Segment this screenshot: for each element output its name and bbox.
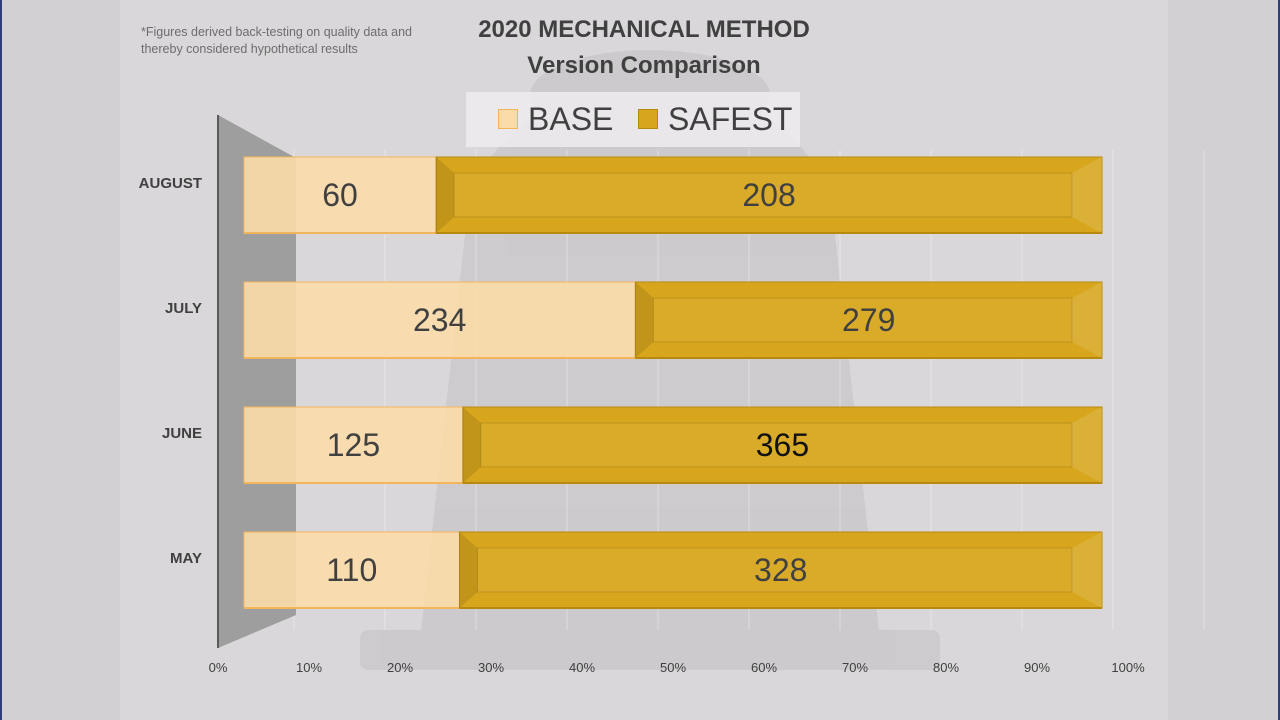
bar-safest-bevel-end [1072,157,1102,233]
bar-safest [634,281,1103,359]
x-tick-label: 30% [478,660,504,675]
slide-right-margin [1168,0,1280,720]
x-tick-label: 50% [660,660,686,675]
data-label: 125 [327,427,380,463]
chart-subtitle: Version Comparison [527,52,761,79]
x-tick-label: 0% [209,660,228,675]
legend-label-safest: SAFEST [668,100,793,137]
bar-group-june: JUNE 125 365 [162,406,1103,484]
bar-safest [435,156,1103,234]
category-label: AUGUST [139,175,202,192]
bar-safest-bevel-end [1072,282,1102,358]
bar-safest-bevel [652,297,1073,343]
data-label: 208 [742,177,795,213]
bar-safest-bevel-side [462,407,481,483]
bar-safest-bevel-end [1072,407,1102,483]
category-label: JUNE [162,425,202,442]
chart-title: 2020 MECHANICAL METHOD Version Compariso… [444,12,844,84]
bar-safest-bevel-side [459,532,478,608]
legend-swatch-safest [638,109,658,129]
slide-left-margin [0,0,120,720]
x-tick-label: 90% [1024,660,1050,675]
data-label: 60 [322,177,358,213]
data-label: 365 [756,427,809,463]
x-tick-label: 10% [296,660,322,675]
x-tick-label: 100% [1111,660,1145,675]
bar-group-july: JULY 234 279 [165,281,1103,359]
x-tick-label: 20% [387,660,413,675]
legend-item-safest: SAFEST [638,101,792,137]
bar-safest-bevel [480,422,1073,468]
x-tick-label: 70% [842,660,868,675]
chart-legend: BASE SAFEST [466,92,800,147]
x-tick-label: 60% [751,660,777,675]
chart-title-line1: 2020 MECHANICAL METHOD [478,16,810,43]
data-label: 110 [326,552,377,588]
legend-swatch-base [498,109,518,129]
bar-safest-bevel-end [1072,532,1102,608]
category-label: JULY [165,300,202,317]
chart-side-wall [218,115,296,648]
x-tick-label: 40% [569,660,595,675]
bar-group-august: AUGUST 60 208 [139,156,1103,234]
legend-label-base: BASE [528,100,614,137]
disclaimer-note: *Figures derived back-testing on quality… [141,25,412,56]
bar-group-may: MAY 110 328 [170,531,1103,609]
data-label: 234 [413,302,466,338]
bar-safest-bevel [476,547,1073,593]
bar-safest-bevel-side [635,282,654,358]
x-tick-label: 80% [933,660,959,675]
bar-base [243,281,636,359]
data-label: 328 [754,552,807,588]
bar-safest-bevel [453,172,1073,218]
bar-base [243,156,437,234]
category-label: MAY [170,550,202,567]
legend-item-base: BASE [498,101,613,137]
bar-safest [462,406,1103,484]
bar-safest [458,531,1103,609]
data-label: 279 [842,302,895,338]
bar-safest-bevel-side [436,157,455,233]
